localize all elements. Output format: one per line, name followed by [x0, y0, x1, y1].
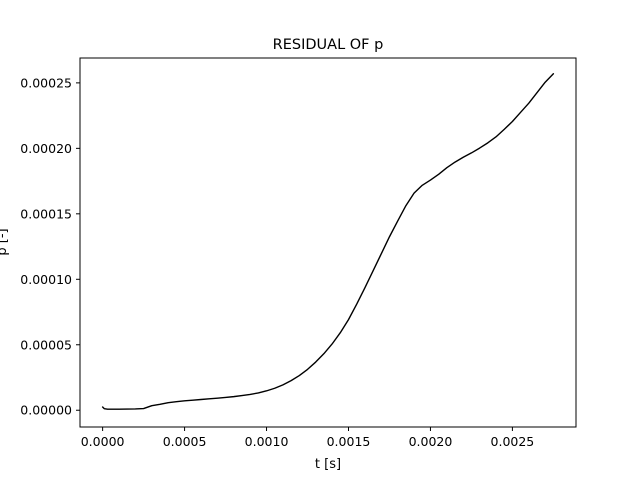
- y-tick-label: 0.00020: [20, 141, 72, 156]
- y-tick-label: 0.00025: [20, 75, 72, 90]
- axes-layer: 0.0000 0.0005 0.0010 0.0015 0.0020 0.0025 0.00…: [20, 75, 534, 449]
- plot-area-frame: [79, 57, 577, 428]
- series-layer: [101, 73, 555, 410]
- x-tick-label: 0.0025: [491, 434, 535, 449]
- series-line-0: [101, 73, 555, 410]
- x-tick-label: 0.0015: [327, 434, 371, 449]
- y-tick-label: 0.00015: [20, 206, 72, 221]
- x-axis-label: t [s]: [315, 457, 341, 472]
- x-tick-label: 0.0005: [163, 434, 207, 449]
- x-tick-label: 0.0020: [409, 434, 453, 449]
- x-tick-label: 0.0000: [81, 434, 125, 449]
- y-tick-label: 0.00000: [20, 403, 72, 418]
- chart-title: RESIDUAL OF p: [273, 37, 384, 53]
- y-axis-label: p [-]: [0, 228, 10, 255]
- x-tick-label: 0.0010: [245, 434, 289, 449]
- y-tick-label: 0.00010: [20, 272, 72, 287]
- y-tick-label: 0.00005: [20, 337, 72, 352]
